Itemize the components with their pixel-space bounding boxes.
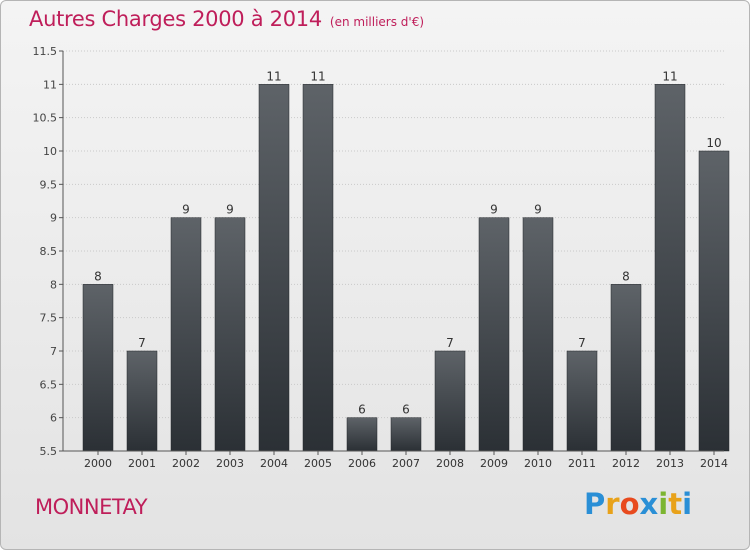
data-label-2013: 11 bbox=[662, 69, 677, 83]
data-label-2005: 11 bbox=[310, 69, 325, 83]
axes: 5.5 6 6.5 7 7.5 8 8.5 9 9.5 10 10.5 11 11.5 2000 2001 2… bbox=[33, 45, 729, 470]
chart-title-block: Autres Charges 2000 à 2014 (en milliers d… bbox=[29, 7, 424, 31]
y-tick-label: 9.5 bbox=[40, 178, 58, 191]
y-tick-label: 6 bbox=[50, 412, 57, 425]
data-label-2001: 7 bbox=[138, 336, 146, 350]
bar-2009 bbox=[478, 217, 510, 452]
bar-2001 bbox=[126, 350, 158, 452]
data-label-2009: 9 bbox=[490, 203, 498, 217]
y-tick-label: 6.5 bbox=[40, 378, 58, 391]
x-tick-label-2004: 2004 bbox=[260, 457, 288, 470]
brand-logo: Proxiti bbox=[584, 487, 692, 521]
x-tick-label-2002: 2002 bbox=[172, 457, 200, 470]
data-label-2003: 9 bbox=[226, 203, 234, 217]
x-tick-label-2003: 2003 bbox=[216, 457, 244, 470]
y-tick-label: 7 bbox=[50, 345, 57, 358]
bar-2004 bbox=[258, 84, 290, 452]
x-tick-label-2007: 2007 bbox=[392, 457, 420, 470]
bars bbox=[82, 84, 730, 452]
x-tick-label-2006: 2006 bbox=[348, 457, 376, 470]
bar-2006 bbox=[346, 417, 378, 452]
bar-2008 bbox=[434, 350, 466, 452]
y-tick-label: 9 bbox=[50, 212, 57, 225]
y-tick-label: 10 bbox=[43, 145, 57, 158]
y-tick-label: 11 bbox=[43, 78, 57, 91]
bar-2005 bbox=[302, 84, 334, 452]
data-labels: 8 7 9 9 11 11 6 6 7 9 9 7 8 11 10 bbox=[94, 69, 721, 416]
data-label-2012: 8 bbox=[622, 269, 630, 283]
y-tick-label: 8.5 bbox=[40, 245, 58, 258]
bar-2007 bbox=[390, 417, 422, 452]
y-tick-label: 5.5 bbox=[40, 445, 58, 458]
chart-title: Autres Charges 2000 à 2014 bbox=[29, 7, 322, 31]
bar-2014 bbox=[698, 150, 730, 452]
bar-2012 bbox=[610, 284, 642, 452]
x-tick-label-2005: 2005 bbox=[304, 457, 332, 470]
brand-letter: i bbox=[658, 487, 669, 521]
brand-letter: x bbox=[639, 487, 659, 521]
x-tick-label-2013: 2013 bbox=[656, 457, 684, 470]
x-tick-label-2011: 2011 bbox=[568, 457, 596, 470]
data-label-2007: 6 bbox=[402, 403, 410, 417]
bar-2010 bbox=[522, 217, 554, 452]
x-tick-label-2009: 2009 bbox=[480, 457, 508, 470]
y-tick-label: 10.5 bbox=[33, 112, 58, 125]
x-tick-label-2010: 2010 bbox=[524, 457, 552, 470]
bar-2011 bbox=[566, 350, 598, 452]
data-label-2004: 11 bbox=[266, 69, 281, 83]
y-tick-label: 7.5 bbox=[40, 312, 58, 325]
town-name: MONNETAY bbox=[35, 495, 148, 519]
brand-letter: t bbox=[668, 487, 683, 521]
data-label-2006: 6 bbox=[358, 403, 366, 417]
x-tick-label-2000: 2000 bbox=[84, 457, 112, 470]
data-label-2011: 7 bbox=[578, 336, 586, 350]
x-tick-label-2008: 2008 bbox=[436, 457, 464, 470]
bar-2002 bbox=[170, 217, 202, 452]
y-tick-label: 11.5 bbox=[33, 45, 58, 58]
bar-2000 bbox=[82, 284, 114, 452]
brand-letter: r bbox=[605, 487, 620, 521]
brand-letter: o bbox=[619, 487, 640, 521]
brand-letter: i bbox=[682, 487, 693, 521]
data-label-2000: 8 bbox=[94, 269, 102, 283]
data-label-2010: 9 bbox=[534, 203, 542, 217]
chart-subtitle: (en milliers d'€) bbox=[329, 15, 425, 29]
x-tick-label-2001: 2001 bbox=[128, 457, 156, 470]
x-tick-label-2012: 2012 bbox=[612, 457, 640, 470]
data-label-2008: 7 bbox=[446, 336, 454, 350]
data-label-2014: 10 bbox=[706, 136, 721, 150]
bar-2013 bbox=[654, 84, 686, 452]
bar-2003 bbox=[214, 217, 246, 452]
y-tick-label: 8 bbox=[50, 278, 57, 291]
brand-letter: P bbox=[584, 487, 606, 521]
x-tick-label-2014: 2014 bbox=[700, 457, 728, 470]
data-label-2002: 9 bbox=[182, 203, 190, 217]
